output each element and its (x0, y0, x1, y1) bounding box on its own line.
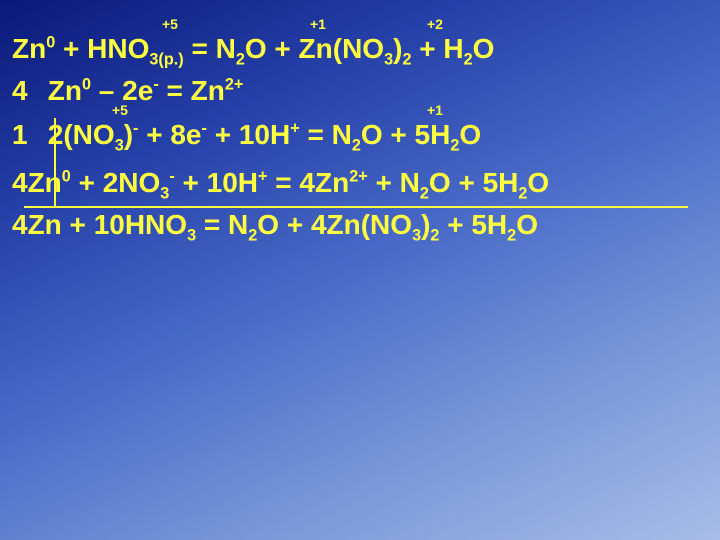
eq4-text: 4Zn0 + 2NO3- + 10H+ = 4Zn2+ + N2O + 5H2O (12, 167, 549, 198)
equation-1: +5 +1 +2 Zn0 + HNO3(р.) = N2O + Zn(NO3)2… (12, 28, 708, 70)
ox-label-hno3: +5 (162, 14, 178, 35)
eq5-text: 4Zn + 10HNO3 = N2O + 4Zn(NO3)2 + 5H2O (12, 209, 538, 240)
chemistry-slide: +5 +1 +2 Zn0 + HNO3(р.) = N2O + Zn(NO3)2… (0, 0, 720, 266)
ox-label-n2o: +1 (310, 14, 326, 35)
equation-ionic: 4Zn0 + 2NO3- + 10H+ = 4Zn2+ + N2O + 5H2O (12, 162, 708, 204)
half-reaction-2: +5 +1 1 2(NO3)- + 8e- + 10H+ = N2O + 5H2… (12, 114, 708, 156)
equation-molecular: 4Zn + 10HNO3 = N2O + 4Zn(NO3)2 + 5H2O (12, 204, 708, 246)
eq1-text: Zn0 + HNO3(р.) = N2O + Zn(NO3)2 + H2O (12, 33, 494, 64)
coef-1: 4 (12, 70, 40, 112)
hr1-text: Zn0 – 2e- = Zn2+ (48, 70, 244, 112)
hr2-text: 2(NO3)- + 8e- + 10H+ = N2O + 5H2O (48, 114, 481, 156)
half-reaction-block: 4 Zn0 – 2e- = Zn2+ +5 +1 1 2(NO3)- + 8e-… (12, 70, 708, 156)
ox-label-znno3: +2 (427, 14, 443, 35)
coef-2: 1 (12, 114, 40, 156)
